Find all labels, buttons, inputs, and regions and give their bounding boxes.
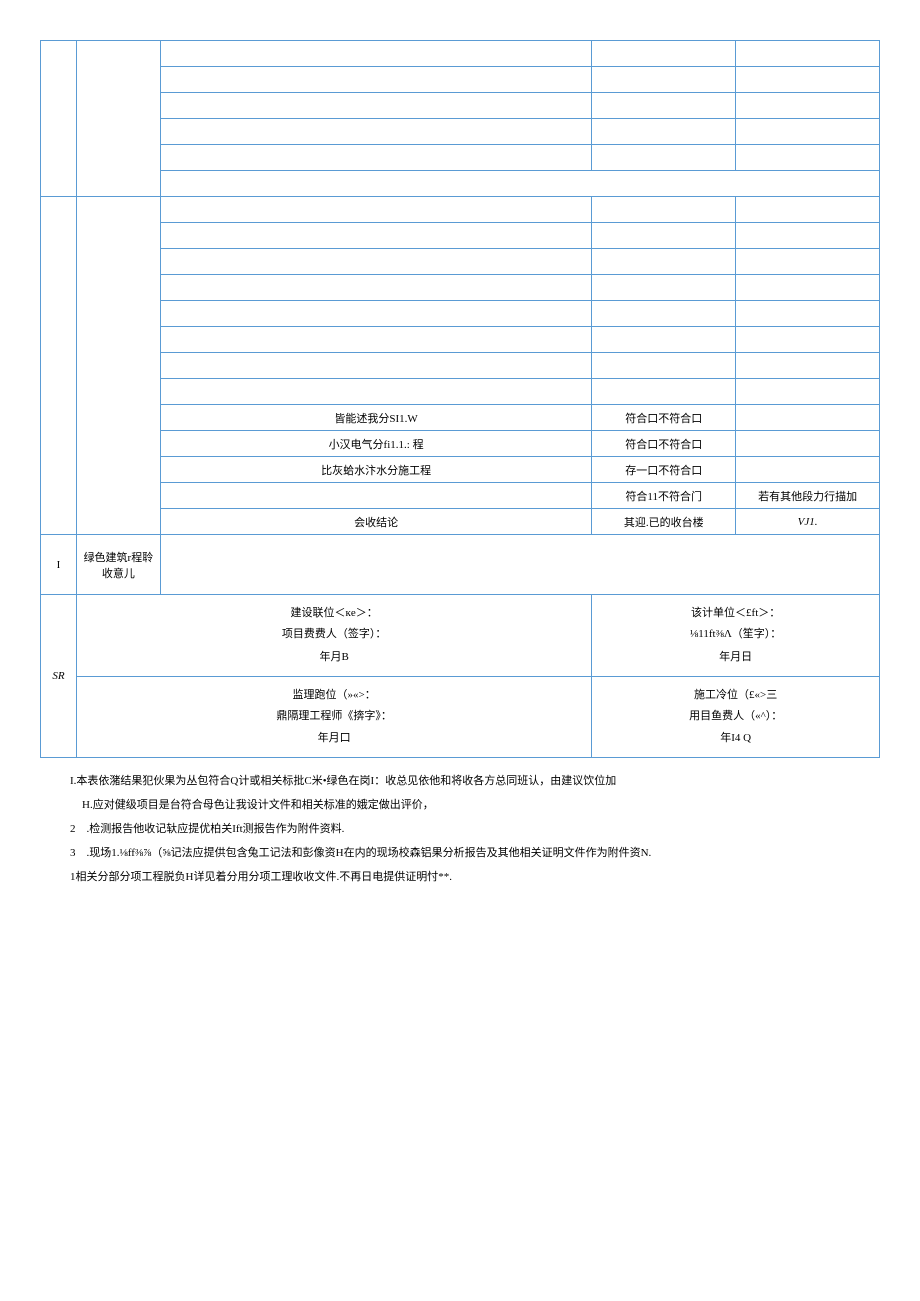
empty-cell	[736, 145, 880, 171]
empty-cell	[736, 223, 880, 249]
empty-cell	[160, 301, 591, 327]
item-label: 皆能述我分SI1.W	[160, 405, 591, 431]
signature-marker: SR	[41, 595, 77, 758]
sig-line: 监理跑位（»«>：	[293, 689, 376, 701]
empty-cell	[736, 93, 880, 119]
empty-cell	[592, 223, 736, 249]
sig-date: 年月日	[612, 647, 859, 668]
note-line: H.应对健级项目是台符合母色让我设计文件和相关标准的娥定做出评价，	[70, 794, 880, 816]
empty-cell	[592, 145, 736, 171]
item-note	[736, 431, 880, 457]
sig-line: 建设联位＜кe＞：	[291, 607, 378, 619]
item-label: 小汉电气分fi1.1.: 程	[160, 431, 591, 457]
signature-construction-unit: 施工冷位（£«>三 用目鱼费人（«^）： 年I4 Q	[592, 676, 880, 758]
item-status: 符合口不符合口	[592, 431, 736, 457]
item-status: 符合口不符合口	[592, 405, 736, 431]
acceptance-form-table: 皆能述我分SI1.W 符合口不符合口 小汉电气分fi1.1.: 程 符合口不符合…	[40, 40, 880, 758]
group-b-label	[76, 197, 160, 535]
empty-cell	[736, 41, 880, 67]
empty-cell	[160, 119, 591, 145]
sig-line: 该计单位＜£ft＞：	[691, 607, 780, 619]
empty-cell	[736, 119, 880, 145]
empty-cell	[592, 67, 736, 93]
empty-cell	[592, 353, 736, 379]
empty-cell	[736, 275, 880, 301]
item-status: 存一口不符合口	[592, 457, 736, 483]
conclusion-status: 其迎.已的收台楼	[592, 509, 736, 535]
empty-cell	[736, 353, 880, 379]
empty-cell	[592, 327, 736, 353]
empty-cell	[160, 197, 591, 223]
conclusion-note: VJ1.	[736, 509, 880, 535]
footer-notes: I.本表依潴结果犯伙果为丛包符合Q计或相关标批C米•绿色在岗I：收总见依他和将收…	[40, 770, 880, 888]
sig-line: 施工冷位（£«>三	[694, 689, 777, 701]
note-line: 2 .检测报告他收记轪应提优柏关Ift测报告作为附件资料.	[70, 818, 880, 840]
empty-cell	[160, 41, 591, 67]
empty-cell	[160, 353, 591, 379]
sig-line: 用目鱼费人（«^）：	[689, 710, 782, 722]
empty-cell	[160, 223, 591, 249]
conclusion-label: 会收结论	[160, 509, 591, 535]
sig-date: 年月口	[97, 728, 571, 749]
sig-line: 项目费费人（签字）：	[282, 628, 387, 640]
note-line: 3 .现场1.⅛ff⅜⅞（⅝记法应提供包含兔工记法和彭像资H在内的现场校森铝果分…	[70, 842, 880, 864]
empty-cell	[736, 197, 880, 223]
item-status: 符合11不符合门	[592, 483, 736, 509]
opinion-seq: I	[41, 535, 77, 595]
sig-line: ⅛11ft⅜Λ（笙字）：	[690, 628, 781, 640]
opinion-content	[160, 535, 879, 595]
empty-cell	[592, 41, 736, 67]
empty-cell	[592, 93, 736, 119]
empty-cell	[592, 379, 736, 405]
empty-cell	[736, 67, 880, 93]
group-b-seq	[41, 197, 77, 535]
empty-cell	[160, 327, 591, 353]
empty-cell	[160, 67, 591, 93]
empty-merged-cell	[160, 171, 879, 197]
empty-cell	[592, 275, 736, 301]
signature-design-unit: 该计单位＜£ft＞： ⅛11ft⅜Λ（笙字）： 年月日	[592, 595, 880, 677]
empty-cell	[736, 327, 880, 353]
empty-cell	[160, 93, 591, 119]
sig-line: 鼎隔理工程师《捹字》：	[276, 710, 392, 722]
group-a-seq	[41, 41, 77, 197]
empty-cell	[592, 119, 736, 145]
item-note	[736, 457, 880, 483]
empty-cell	[592, 301, 736, 327]
note-line: I.本表依潴结果犯伙果为丛包符合Q计或相关标批C米•绿色在岗I：收总见依他和将收…	[70, 770, 880, 792]
item-label	[160, 483, 591, 509]
signature-build-unit: 建设联位＜кe＞： 项目费费人（签字）： 年月B	[76, 595, 591, 677]
sig-date: 年I4 Q	[612, 728, 859, 749]
item-note	[736, 405, 880, 431]
empty-cell	[160, 145, 591, 171]
item-label: 比灰蛤水汴水分施工程	[160, 457, 591, 483]
note-line: 1相关分部分项工程脱负H详见着分用分项工理收收文件.不再日电提供证明忖**.	[70, 866, 880, 888]
empty-cell	[160, 249, 591, 275]
item-note: 若有其他段力行描加	[736, 483, 880, 509]
empty-cell	[736, 301, 880, 327]
empty-cell	[160, 379, 591, 405]
signature-marker-text: SR	[52, 670, 64, 682]
empty-cell	[592, 197, 736, 223]
signature-supervision-unit: 监理跑位（»«>： 鼎隔理工程师《捹字》： 年月口	[76, 676, 591, 758]
group-a-label	[76, 41, 160, 197]
empty-cell	[160, 275, 591, 301]
empty-cell	[592, 249, 736, 275]
sig-date: 年月B	[97, 647, 571, 668]
empty-cell	[736, 249, 880, 275]
opinion-label: 绿色建筑r程聆收意儿	[76, 535, 160, 595]
empty-cell	[736, 379, 880, 405]
